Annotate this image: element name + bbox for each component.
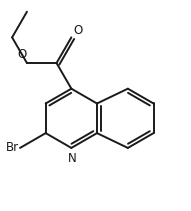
Text: Br: Br [6,141,19,154]
Text: N: N [68,152,77,165]
Text: O: O [74,24,83,37]
Text: O: O [17,49,26,61]
